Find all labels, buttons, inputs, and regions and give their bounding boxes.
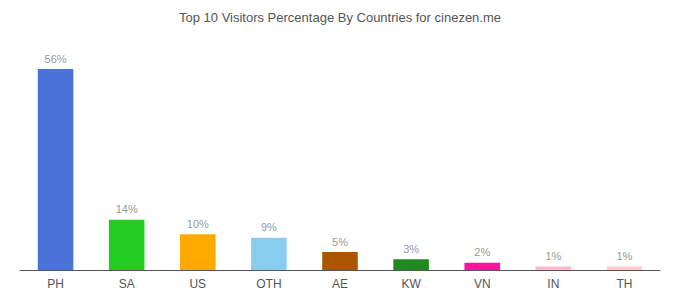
svg-text:TH: TH: [616, 277, 632, 291]
svg-text:1%: 1%: [545, 250, 561, 262]
svg-text:14%: 14%: [116, 203, 138, 215]
svg-text:SA: SA: [119, 277, 135, 291]
svg-text:VN: VN: [474, 277, 491, 291]
svg-text:9%: 9%: [261, 221, 277, 233]
svg-text:2%: 2%: [474, 246, 490, 258]
svg-text:3%: 3%: [403, 243, 419, 255]
svg-text:IN: IN: [547, 277, 559, 291]
svg-text:10%: 10%: [187, 218, 209, 230]
svg-text:KW: KW: [401, 277, 421, 291]
svg-text:US: US: [189, 277, 206, 291]
svg-text:1%: 1%: [616, 250, 632, 262]
svg-text:OTH: OTH: [256, 277, 281, 291]
svg-text:56%: 56%: [45, 53, 67, 65]
svg-text:5%: 5%: [332, 236, 348, 248]
svg-text:PH: PH: [47, 277, 64, 291]
svg-text:Top 10 Visitors Percentage By: Top 10 Visitors Percentage By Countries …: [179, 10, 501, 25]
svg-text:AE: AE: [332, 277, 348, 291]
